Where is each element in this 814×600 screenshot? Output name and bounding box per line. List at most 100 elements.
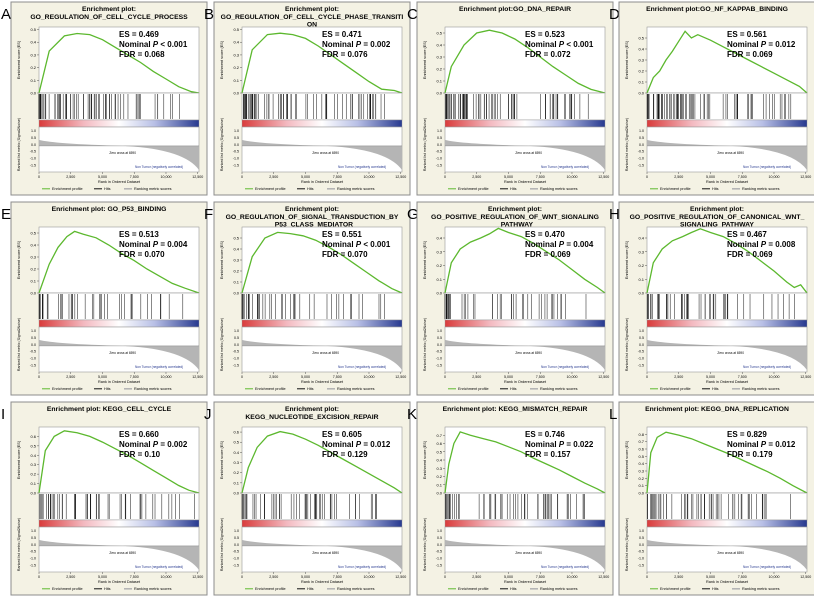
y-tick-label: 0.0 bbox=[436, 91, 442, 96]
panel-title: Enrichment plot: KEGG_CELL_CYCLE bbox=[47, 406, 172, 413]
metric-tick-label: 0.0 bbox=[31, 143, 36, 147]
metric-tick-label: 0.5 bbox=[234, 536, 239, 540]
enrichment-curve bbox=[646, 30, 808, 94]
metric-tick-label: 0.5 bbox=[639, 336, 644, 340]
zero-cross-label: Zero cross at 6590 bbox=[312, 551, 339, 555]
legend-hits: Hits bbox=[307, 587, 314, 591]
nominal-p: Nominal P = 0.002 bbox=[322, 40, 391, 49]
y-tick-label: 0.1 bbox=[30, 78, 36, 83]
ranking-metric-fill bbox=[445, 139, 605, 170]
panel-subtitle: ON bbox=[307, 22, 317, 29]
panel-B: B Enrichment plot:GO_REGULATION_OF_CELL_C… bbox=[204, 1, 411, 196]
ranking-gradient-bar bbox=[646, 319, 808, 328]
x-tick-label: 7,500 bbox=[738, 175, 747, 179]
metric-ylabel: Ranked list metric (Signal2Noise) bbox=[423, 318, 427, 371]
panel-title: Enrichment plot:GO_DNA_REPAIR bbox=[459, 6, 571, 13]
es-plot-area bbox=[38, 26, 200, 94]
es-ylabel: Enrichment score (ES) bbox=[220, 440, 224, 479]
y-tick-label: 0.0 bbox=[436, 491, 442, 496]
ranking-gradient-bar bbox=[241, 119, 403, 128]
enrichment-curve bbox=[241, 231, 403, 294]
es-value: ES = 0.829 bbox=[727, 430, 767, 439]
x-tick-label: 5,000 bbox=[301, 375, 310, 379]
es-ylabel: Enrichment score (ES) bbox=[220, 240, 224, 279]
ranking-metric-fill bbox=[445, 339, 605, 370]
metric-ylabel: Ranked list metric (Signal2Noise) bbox=[625, 518, 629, 571]
metric-tick-label: 1.0 bbox=[639, 129, 644, 133]
x-axis-label: Rank in Ordered Dataset bbox=[504, 380, 547, 384]
x-tick-label: 7,500 bbox=[333, 575, 342, 579]
x-tick-label: 7,500 bbox=[333, 175, 342, 179]
y-tick-label: 0.5 bbox=[30, 231, 36, 236]
normal-label: Non Tumor (negatively correlated) bbox=[338, 365, 386, 369]
es-value: ES = 0.746 bbox=[525, 430, 565, 439]
panel-letter: D bbox=[609, 6, 620, 23]
metric-ylabel: Ranked list metric (Signal2Noise) bbox=[17, 118, 21, 171]
metric-tick-label: -1.0 bbox=[436, 557, 442, 561]
x-tick-label: 12,500 bbox=[598, 375, 609, 379]
normal-label: Non Tumor (negatively correlated) bbox=[541, 365, 589, 369]
zero-cross-label: Zero cross at 6590 bbox=[717, 551, 744, 555]
legend-profile: Enrichment profile bbox=[255, 187, 286, 191]
x-tick-label: 7,500 bbox=[738, 575, 747, 579]
metric-tick-label: -0.5 bbox=[638, 550, 644, 554]
metric-tick-label: -1.5 bbox=[436, 564, 442, 568]
x-tick-label: 5,000 bbox=[504, 175, 513, 179]
legend-hits: Hits bbox=[307, 387, 314, 391]
fdr-value: FDR = 0.157 bbox=[525, 450, 571, 459]
x-tick-label: 10,000 bbox=[363, 575, 374, 579]
panel-letter: B bbox=[204, 6, 214, 23]
metric-tick-label: -1.5 bbox=[233, 564, 239, 568]
zero-cross-label: Zero cross at 6590 bbox=[717, 351, 744, 355]
x-tick-label: 2,500 bbox=[269, 175, 278, 179]
x-tick-label: 10,000 bbox=[363, 175, 374, 179]
panel-letter: H bbox=[609, 206, 620, 223]
metric-tick-label: -0.5 bbox=[30, 150, 36, 154]
metric-tick-label: -1.5 bbox=[233, 364, 239, 368]
metric-tick-label: -0.5 bbox=[436, 150, 442, 154]
y-tick-label: 0.0 bbox=[436, 291, 442, 296]
normal-label: Non Tumor (negatively correlated) bbox=[541, 165, 589, 169]
x-axis-label: Rank in Ordered Dataset bbox=[504, 580, 547, 584]
x-tick-label: 2,500 bbox=[472, 375, 481, 379]
x-tick-label: 7,500 bbox=[130, 575, 139, 579]
enrichment-curve bbox=[241, 32, 403, 94]
legend-metric: Ranking metric scores bbox=[134, 587, 172, 591]
metric-tick-label: 0.5 bbox=[639, 136, 644, 140]
x-axis-label: Rank in Ordered Dataset bbox=[706, 580, 749, 584]
y-tick-label: 0.5 bbox=[638, 454, 644, 459]
legend-hits: Hits bbox=[712, 387, 719, 391]
x-tick-label: 12,500 bbox=[192, 575, 203, 579]
y-tick-label: 0.1 bbox=[233, 280, 239, 285]
x-tick-label: 2,500 bbox=[66, 575, 75, 579]
y-tick-label: 0.8 bbox=[638, 432, 644, 437]
panel-title: Enrichment plot: GO_P53_BINDING bbox=[52, 206, 167, 213]
x-tick-label: 5,000 bbox=[706, 175, 715, 179]
ranking-metric-fill bbox=[242, 339, 402, 370]
metric-area bbox=[241, 326, 403, 373]
es-ylabel: Enrichment score (ES) bbox=[625, 240, 629, 279]
legend-profile: Enrichment profile bbox=[52, 587, 83, 591]
x-tick-label: 7,500 bbox=[536, 175, 545, 179]
metric-tick-label: -1.5 bbox=[436, 364, 442, 368]
y-tick-label: 0.3 bbox=[233, 258, 239, 263]
metric-tick-label: 0.5 bbox=[437, 136, 442, 140]
metric-tick-label: 1.0 bbox=[234, 329, 239, 333]
x-tick-label: 10,000 bbox=[768, 175, 779, 179]
y-tick-label: 0.6 bbox=[30, 434, 36, 439]
es-value: ES = 0.523 bbox=[525, 30, 565, 39]
zero-cross-label: Zero cross at 6590 bbox=[312, 351, 339, 355]
metric-tick-label: 0.0 bbox=[437, 343, 442, 347]
y-tick-label: 0.4 bbox=[233, 40, 239, 45]
panel-title: Enrichment plot: bbox=[285, 406, 339, 413]
es-plot-area bbox=[444, 426, 606, 494]
zero-cross-label: Zero cross at 6590 bbox=[312, 151, 339, 155]
nominal-p: Nominal P = 0.012 bbox=[727, 40, 796, 49]
y-tick-label: 0.2 bbox=[30, 65, 36, 70]
metric-tick-label: -1.0 bbox=[436, 357, 442, 361]
panel-K: K Enrichment plot: KEGG_MISMATCH_REPAIR 0.… bbox=[407, 401, 614, 596]
x-tick-label: 2,500 bbox=[472, 175, 481, 179]
x-tick-label: 7,500 bbox=[130, 175, 139, 179]
ranking-gradient-bar bbox=[241, 519, 403, 528]
